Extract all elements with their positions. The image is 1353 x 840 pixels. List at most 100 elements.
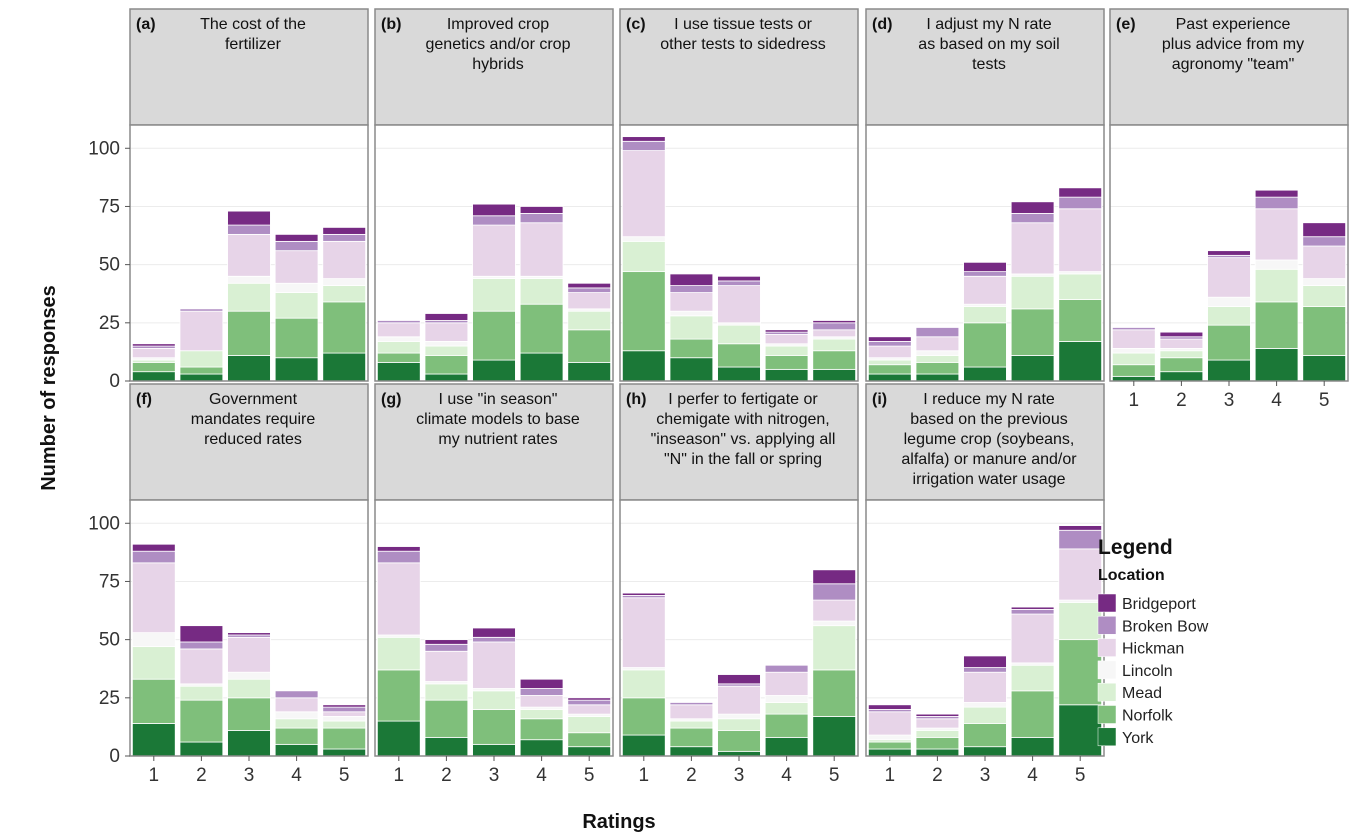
panel-e: (e) Past experience plus advice from my agr… (1109, 8, 1349, 411)
bar-segment-mead (669, 315, 714, 340)
bar-segment-lincoln (322, 278, 367, 286)
legend-subtitle: Location (1098, 567, 1165, 584)
bar-segment-norfolk (179, 366, 224, 375)
bar-segment-norfolk (376, 669, 421, 722)
bar-segment-bridgeport (472, 627, 516, 638)
bar-segment-norfolk (915, 736, 960, 750)
bar-segment-broken-bow (376, 320, 421, 324)
bar-segment-norfolk (322, 301, 367, 354)
legend-label: Lincoln (1122, 663, 1173, 680)
bar-segment-york (227, 354, 271, 382)
bar-segment-lincoln (322, 716, 367, 722)
bar-segment-bridgeport (1159, 331, 1204, 338)
bar-segment-lincoln (274, 711, 319, 720)
bar-segment-hickman (472, 641, 516, 689)
legend-item-hickman: Hickman (1097, 638, 1184, 658)
y-tick-label: 25 (99, 313, 120, 334)
legend-swatch (1097, 727, 1117, 747)
bar-segment-norfolk (717, 730, 761, 752)
bar-segment-mead (424, 345, 469, 356)
bar-segment-broken-bow (669, 702, 714, 706)
bar-segment-bridgeport (963, 261, 1007, 273)
panel-title-line: mandates require (191, 411, 316, 428)
legend-item-york: York (1097, 727, 1154, 747)
bar-segment-bridgeport (227, 632, 271, 636)
x-tick-label: 3 (734, 765, 745, 786)
bar-segment-york (1207, 359, 1251, 382)
panel-c: (c) I use tissue tests or other tests to s… (619, 8, 859, 382)
bar-segment-hickman (227, 636, 271, 673)
bar-segment-norfolk (669, 727, 714, 748)
x-tick-label: 5 (339, 765, 350, 786)
bar-segment-york (376, 361, 421, 382)
bar-segment-hickman (867, 711, 912, 736)
bar-segment-mead (915, 354, 960, 363)
bar-segment-mead (621, 240, 666, 273)
bar-segment-york (669, 357, 714, 382)
legend-item-norfolk: Norfolk (1097, 705, 1174, 725)
panel-title-line: I perfer to fertigate or (668, 391, 818, 408)
bar-segment-lincoln (1302, 278, 1347, 286)
bar-segment-mead (274, 718, 319, 729)
bar-segment-mead (764, 345, 809, 356)
panel-title-line: my nutrient rates (438, 431, 557, 448)
bar-segment-mead (867, 359, 912, 366)
x-tick-label: 4 (536, 765, 547, 786)
bar-segment-broken-bow (1254, 196, 1299, 210)
bar-segment-broken-bow (274, 240, 319, 252)
panel-d: (d) I adjust my N rate as based on my soil… (865, 8, 1105, 382)
bar-segment-norfolk (131, 678, 176, 724)
bar-segment-mead (424, 683, 469, 701)
bar-segment-hickman (1010, 613, 1055, 664)
bar-segment-norfolk (1302, 306, 1347, 356)
bar-segment-norfolk (519, 718, 564, 741)
x-axis-title: Ratings (582, 811, 655, 833)
bar-segment-hickman (131, 348, 176, 359)
bar-segment-norfolk (1207, 324, 1251, 361)
bar-segment-york (274, 357, 319, 382)
bar-segment-norfolk (1010, 308, 1055, 356)
x-tick-label: 1 (639, 765, 650, 786)
bar-segment-norfolk (867, 364, 912, 375)
panel-title-line: irrigation water usage (913, 471, 1066, 488)
bar-segment-bridgeport (131, 543, 176, 552)
bar-segment-bridgeport (621, 136, 666, 142)
panel-title-line: I reduce my N rate (923, 391, 1055, 408)
bar-segment-broken-bow (1058, 529, 1103, 550)
bar-segment-mead (1058, 273, 1103, 300)
bar-segment-bridgeport (717, 674, 761, 685)
panel-tag: (e) (1116, 16, 1136, 33)
panel-title-line: tests (972, 56, 1006, 73)
bar-segment-york (812, 716, 857, 757)
bar-segment-broken-bow (621, 140, 666, 151)
x-tick-label: 4 (781, 765, 792, 786)
bar-segment-mead (519, 709, 564, 720)
panel-title-line: climate models to base (416, 411, 580, 428)
panel-tag: (d) (872, 16, 892, 33)
bar-segment-norfolk (812, 350, 857, 370)
bar-segment-norfolk (1111, 364, 1156, 377)
panel-border (619, 124, 859, 382)
bar-segment-bridgeport (424, 313, 469, 321)
panel-b: (b) Improved crop genetics and/or crop hybr… (374, 8, 614, 382)
bar-segment-lincoln (1111, 348, 1156, 354)
bar-segment-broken-bow (669, 285, 714, 293)
bar-segment-hickman (621, 597, 666, 668)
bar-segment-york (472, 743, 516, 757)
bar-segment-hickman (1058, 548, 1103, 601)
panel-title-line: reduced rates (204, 431, 302, 448)
bar-segment-bridgeport (131, 343, 176, 347)
bar-segment-hickman (567, 292, 612, 310)
bar-segment-york (764, 368, 809, 382)
panel-title-line: Improved crop (447, 16, 549, 33)
bar-segment-broken-bow (567, 287, 612, 293)
y-tick-label: 0 (109, 371, 120, 392)
y-tick-label: 100 (88, 513, 120, 534)
bar-segment-broken-bow (472, 636, 516, 643)
y-tick-label: 50 (99, 255, 120, 276)
bar-segment-mead (812, 625, 857, 671)
bar-segment-lincoln (867, 734, 912, 741)
panel-h: (h) I perfer to fertigate or chemigate wit… (619, 383, 859, 786)
panel-border (374, 124, 614, 382)
bar-segment-mead (227, 282, 271, 312)
